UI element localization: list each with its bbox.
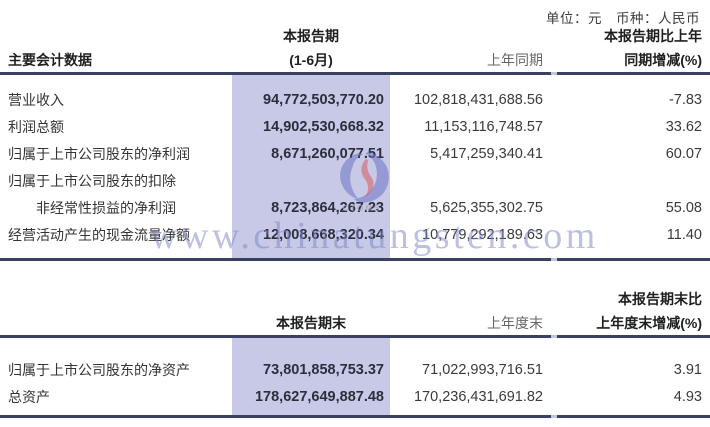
header-current-period-line1: 本报告期	[283, 28, 339, 44]
value-current: 73,801,858,753.37	[263, 362, 384, 378]
value-current: 8,723,864,267.23	[271, 200, 384, 216]
value-change: 55.08	[665, 200, 702, 216]
value-change: -7.83	[668, 92, 702, 108]
value-current: 14,902,530,668.32	[263, 119, 384, 135]
value-prior: 102,818,431,688.56	[413, 92, 543, 108]
table-row: 营业收入 94,772,503,770.20 102,818,431,688.5…	[0, 87, 710, 114]
value-current	[232, 168, 390, 195]
header-spacer	[390, 24, 555, 48]
table-row: 总资产 178,627,649,887.48 170,236,431,691.8…	[0, 384, 710, 411]
value-change: 4.93	[673, 389, 702, 405]
row-label: 归属于上市公司股东的扣除	[8, 173, 176, 189]
value-prior: 11,153,116,748.57	[424, 119, 543, 135]
header-spacer	[0, 24, 232, 48]
balance-table-body: 归属于上市公司股东的净资产 73,801,858,753.37 71,022,9…	[0, 338, 710, 415]
section-balance-table: 本报告期末比 本报告期末 上年度末 上年度末增减(%) 归属于上市公司股东的净资…	[0, 287, 710, 418]
unit-currency-note: 单位：元 币种：人民币	[546, 11, 700, 26]
period-table-header: 本报告期 本报告期比上年 主要会计数据 (1-6月) 上年同期 同期增减(%)	[0, 24, 710, 72]
value-current: 8,671,260,077.51	[271, 146, 384, 162]
table-rule-top	[0, 72, 710, 75]
value-prior	[390, 168, 555, 195]
value-prior: 170,236,431,691.82	[413, 389, 543, 405]
row-label: 总资产	[8, 389, 50, 405]
header-prior-year-end: 上年度末	[487, 315, 543, 331]
table-row: 归属于上市公司股东的扣除	[0, 168, 710, 195]
header-spacer	[390, 287, 555, 311]
header-current-period-end: 本报告期末	[276, 315, 346, 331]
header-main-accounting-data: 主要会计数据	[8, 52, 92, 68]
value-change: 60.07	[665, 146, 702, 162]
row-label: 归属于上市公司股东的净利润	[8, 146, 190, 162]
balance-table-header: 本报告期末比 本报告期末 上年度末 上年度末增减(%)	[0, 287, 710, 335]
table-row: 利润总额 14,902,530,668.32 11,153,116,748.57…	[0, 114, 710, 141]
value-change: 3.91	[673, 362, 702, 378]
value-change	[555, 168, 710, 195]
header-spacer	[232, 287, 390, 311]
row-label: 非经常性损益的净利润	[36, 200, 176, 216]
value-prior: 5,625,355,302.75	[430, 200, 543, 216]
header-prior-period: 上年同期	[487, 52, 543, 68]
header-endchange-line1: 本报告期末比	[618, 291, 702, 307]
table-rule-top	[0, 335, 710, 338]
table-row: 非经常性损益的净利润 8,723,864,267.23 5,625,355,30…	[0, 195, 710, 222]
value-current: 12,008,668,320.34	[263, 227, 384, 243]
value-change: 33.62	[665, 119, 702, 135]
header-spacer	[0, 287, 232, 311]
value-change: 11.40	[666, 227, 702, 243]
value-current: 94,772,503,770.20	[263, 92, 384, 108]
header-endchange-line2: 上年度末增减(%)	[596, 315, 702, 331]
value-prior: 71,022,993,716.51	[422, 362, 543, 378]
table-row: 归属于上市公司股东的净利润 8,671,260,077.51 5,417,259…	[0, 141, 710, 168]
table-row: 经营活动产生的现金流量净额 12,008,668,320.34 10,779,2…	[0, 222, 710, 249]
value-current: 178,627,649,887.48	[254, 389, 384, 405]
header-spacer	[0, 311, 232, 335]
value-prior: 5,417,259,340.41	[430, 146, 543, 162]
row-label: 营业收入	[8, 92, 64, 108]
header-current-period-line2: (1-6月)	[289, 52, 333, 68]
row-label: 经营活动产生的现金流量净额	[8, 227, 190, 243]
table-rule-bottom	[0, 415, 710, 418]
row-label: 利润总额	[8, 119, 64, 135]
section-period-table: 本报告期 本报告期比上年 主要会计数据 (1-6月) 上年同期 同期增减(%) …	[0, 24, 710, 261]
header-change-line2: 同期增减(%)	[624, 52, 702, 68]
table-rule-bottom	[0, 258, 710, 261]
period-table-body: 营业收入 94,772,503,770.20 102,818,431,688.5…	[0, 75, 710, 258]
table-row: 归属于上市公司股东的净资产 73,801,858,753.37 71,022,9…	[0, 357, 710, 384]
value-prior: 10,779,292,189.63	[422, 227, 543, 243]
row-label: 归属于上市公司股东的净资产	[8, 362, 190, 378]
header-change-line1: 本报告期比上年	[604, 28, 702, 44]
